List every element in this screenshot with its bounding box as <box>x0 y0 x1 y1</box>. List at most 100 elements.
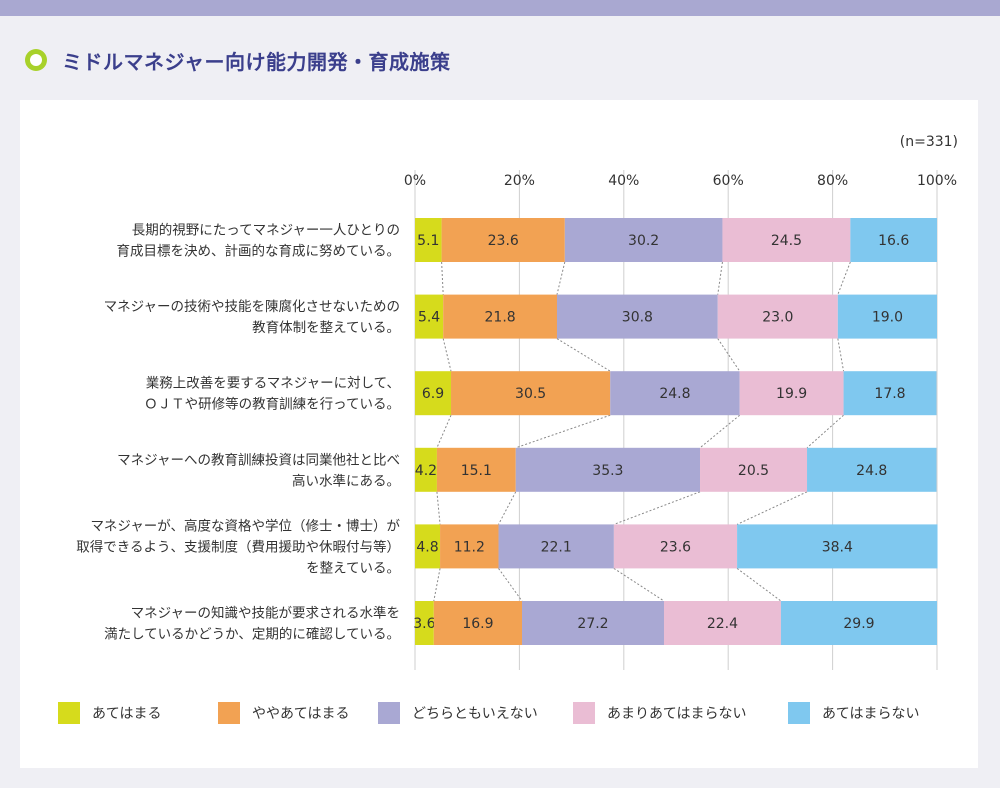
category-label: 高い水準にある。 <box>292 472 400 489</box>
connector-line <box>442 338 452 372</box>
top-accent-bar <box>0 0 1000 16</box>
page-title: ミドルマネジャー向け能力開発・育成施策 <box>62 49 451 74</box>
bar-segment <box>780 601 937 645</box>
connector-line <box>613 567 665 602</box>
data-label: 16.9 <box>462 616 493 632</box>
x-tick-label: 20% <box>504 173 535 189</box>
connector-line <box>736 491 808 525</box>
connector-line <box>436 491 441 525</box>
data-label: 16.6 <box>878 233 909 249</box>
connector-line <box>556 261 566 295</box>
legend-label: ややあてはまる <box>252 706 350 722</box>
category-label: マネジャーの知識や技能が要求される水準を <box>131 605 400 622</box>
legend-item: あてはまる <box>58 700 161 726</box>
legend-swatch <box>58 702 80 724</box>
bar-segment <box>610 371 740 416</box>
data-label: 4.2 <box>415 463 437 479</box>
chart-legend: あてはまる ややあてはまる どちらともいえない あまりあてはまらない あてはまらない <box>58 700 958 726</box>
connector-line <box>433 568 441 602</box>
category-label: 満たしているかどうか、定期的に確認している。 <box>104 627 400 643</box>
data-label: 22.4 <box>707 616 738 632</box>
title-block: ミドルマネジャー向け能力開発・育成施策 <box>22 44 451 76</box>
bar-segment <box>522 601 664 645</box>
bar-segment <box>415 218 442 262</box>
bar-segment <box>556 294 718 339</box>
x-tick-label: 100% <box>917 173 957 189</box>
data-label: 30.8 <box>622 310 653 326</box>
category-label: 長期的視野にたってマネジャー一人ひとりの <box>132 223 400 239</box>
data-label: 23.6 <box>488 233 519 249</box>
bar-segment <box>613 524 738 569</box>
bar-segment <box>564 218 723 262</box>
bar-segment <box>843 371 937 416</box>
x-tick-label: 60% <box>713 173 744 189</box>
data-label: 6.9 <box>422 386 444 402</box>
category-label: マネジャーの技術や技能を陳腐化させないための <box>104 299 400 315</box>
legend-item: あてはまらない <box>788 700 919 726</box>
data-label: 11.2 <box>454 539 485 555</box>
data-label: 35.3 <box>592 463 623 479</box>
bar-segment <box>415 601 434 645</box>
data-label: 21.8 <box>485 310 516 326</box>
bar-segment <box>498 524 614 569</box>
bar-segment <box>415 371 452 416</box>
bar-segment <box>717 294 838 339</box>
data-label: 5.4 <box>418 310 440 326</box>
data-label: 24.8 <box>659 386 690 402</box>
data-label: 24.5 <box>771 233 802 249</box>
connector-line <box>515 414 611 449</box>
bar-segment <box>837 294 937 339</box>
data-label: 27.2 <box>577 616 608 632</box>
data-label: 30.2 <box>628 233 659 249</box>
connector-line <box>436 415 452 448</box>
category-label: 育成目標を決め、計画的な育成に努めている。 <box>117 244 401 260</box>
data-label: 17.8 <box>874 386 905 402</box>
data-label: 19.9 <box>776 386 807 402</box>
data-label: 29.9 <box>843 616 874 632</box>
bar-segment <box>807 447 937 492</box>
data-label: 15.1 <box>461 463 492 479</box>
legend-label: あてはまらない <box>822 706 920 722</box>
bar-segment <box>415 294 444 339</box>
legend-label: あてはまる <box>92 706 162 722</box>
category-label: 教育体制を整えている。 <box>252 320 400 336</box>
bar-segment <box>722 218 851 262</box>
connector-line <box>837 261 851 295</box>
bar-segment <box>440 524 499 569</box>
legend-item: ややあてはまる <box>218 700 349 726</box>
connector-line <box>613 491 701 525</box>
data-label: 20.5 <box>738 463 769 479</box>
bar-segment <box>451 371 611 416</box>
connector-line <box>556 338 611 372</box>
connector-line <box>837 338 845 372</box>
bar-segment <box>700 447 808 492</box>
chart-panel: (n=331) 0% 20% 40% 60% 80% 100% 5.1 23.6 30.2 24.5… <box>20 100 978 768</box>
bar-segment <box>737 524 938 569</box>
x-tick-label: 0% <box>404 173 426 189</box>
legend-label: どちらともいえない <box>412 706 538 722</box>
circle-bullet-icon <box>22 46 50 74</box>
connector-line <box>498 491 517 525</box>
connector-line <box>717 338 741 372</box>
category-label: マネジャーへの教育訓練投資は同業他社と比べ <box>117 452 400 468</box>
x-tick-label: 40% <box>608 173 639 189</box>
bar-segment <box>739 371 844 416</box>
data-label: 22.1 <box>541 539 572 555</box>
legend-swatch <box>378 702 400 724</box>
connector-line <box>441 261 444 295</box>
legend-item: どちらともいえない <box>378 700 538 726</box>
data-label: 23.6 <box>660 539 691 555</box>
data-label: 30.5 <box>515 386 546 402</box>
bar-segment <box>436 447 516 492</box>
category-label: 業務上改善を要するマネジャーに対して、 <box>146 376 400 392</box>
connector-line <box>736 567 782 602</box>
data-label: 38.4 <box>822 539 853 555</box>
x-tick-label: 80% <box>817 173 848 189</box>
stacked-bar-chart: (n=331) 0% 20% 40% 60% 80% 100% 5.1 23.6 30.2 24.5… <box>76 134 958 670</box>
legend-swatch <box>218 702 240 724</box>
sample-size-note: (n=331) <box>900 134 958 150</box>
bar-segment <box>850 218 937 262</box>
legend-swatch <box>573 702 595 724</box>
bar-segment <box>415 447 437 492</box>
connector-line <box>806 414 844 449</box>
